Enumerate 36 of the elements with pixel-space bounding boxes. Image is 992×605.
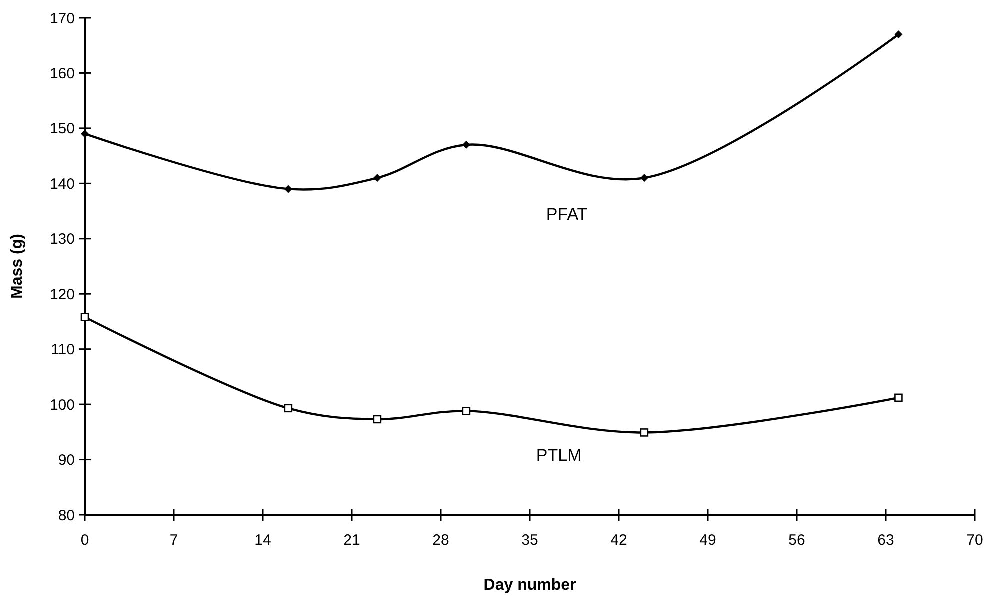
point: [462, 141, 470, 150]
point: [373, 174, 382, 182]
point: [284, 404, 293, 413]
x-tick-label: 35: [522, 532, 538, 549]
x-tick-label: 0: [80, 532, 90, 549]
point: [894, 394, 903, 402]
x-tick-label: 63: [878, 532, 894, 549]
y-tick-label: 110: [51, 342, 75, 359]
y-tick-label: 140: [50, 176, 75, 193]
x-tick-label: 49: [700, 532, 716, 549]
y-tick-label: 80: [58, 507, 75, 524]
x-tick-label: 21: [344, 532, 360, 549]
point: [373, 415, 382, 424]
x-tick-label: 42: [610, 532, 628, 549]
x-tick-label: 14: [254, 532, 272, 549]
y-tick-label: 120: [50, 286, 75, 304]
x-axis-title: Day number: [484, 577, 576, 594]
point: [284, 185, 292, 194]
point: [640, 428, 649, 437]
y-tick-label: 130: [50, 231, 75, 248]
y-tick-label: 90: [58, 452, 75, 470]
point: [894, 30, 903, 39]
point: [640, 174, 648, 182]
y-tick-label: 150: [50, 120, 75, 138]
x-tick-label: 28: [432, 532, 450, 549]
x-tick-label: 56: [788, 532, 806, 549]
x-tick-label: 70: [966, 532, 984, 549]
x-tick-label: 7: [170, 532, 178, 549]
series-label: PTLM: [536, 446, 582, 466]
y-tick-label: 160: [50, 65, 75, 82]
point: [462, 407, 471, 416]
series-label: PFAT: [546, 205, 588, 224]
y-axis-title: Mass (g): [9, 234, 26, 299]
y-tick-label: 100: [50, 396, 75, 414]
y-tick-label: 170: [50, 10, 75, 28]
point: [80, 313, 90, 322]
